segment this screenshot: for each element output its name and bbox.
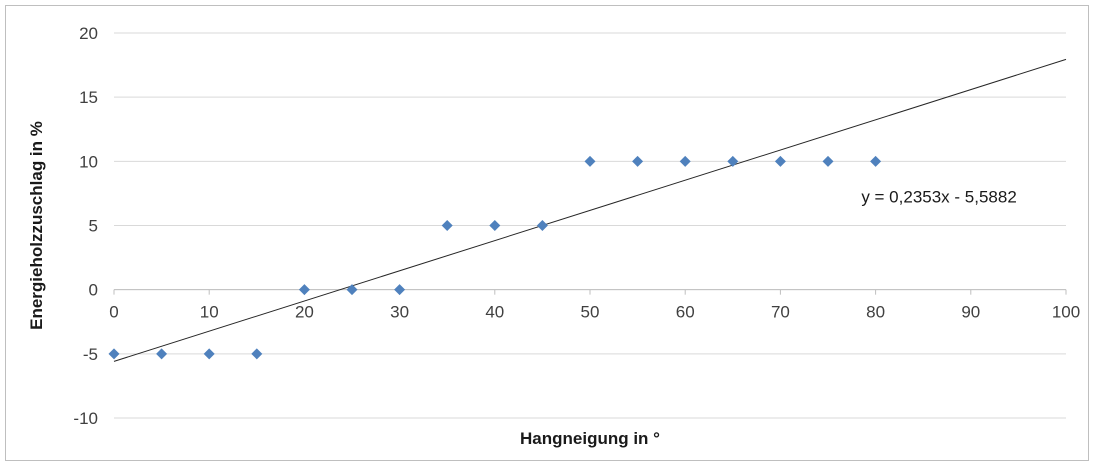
data-point <box>536 220 548 231</box>
trendline-group <box>113 58 1067 362</box>
x-tick-label: 30 <box>390 303 409 322</box>
data-point <box>298 284 310 296</box>
chart-frame: -10 -5 0 5 10 15 20 0 10 20 30 40 50 60 70 80 90 100 y =… <box>5 5 1089 461</box>
x-tick-label: 60 <box>676 303 695 322</box>
y-tick-labels: -10 -5 0 5 10 15 20 <box>73 24 98 428</box>
y-tick-label: 15 <box>79 88 98 107</box>
data-points <box>108 155 882 360</box>
scatter-chart: -10 -5 0 5 10 15 20 0 10 20 30 40 50 60 70 80 90 100 y =… <box>27 24 1080 448</box>
data-point <box>394 284 406 296</box>
x-tick-label: 70 <box>771 303 790 322</box>
gridlines <box>114 32 1066 419</box>
data-point <box>774 155 786 167</box>
y-tick-label: 10 <box>79 152 98 171</box>
data-point <box>679 155 691 167</box>
y-axis-title: Energieholzzuschlag in % <box>27 121 46 330</box>
data-point <box>727 155 739 167</box>
y-tick-label: -5 <box>83 345 98 364</box>
trendline-equation: y = 0,2353x - 5,5882 <box>861 187 1016 206</box>
data-point <box>346 284 358 296</box>
x-tick-label: 80 <box>866 303 885 322</box>
x-axis-line-group <box>113 289 1067 295</box>
x-tick-label: 10 <box>200 303 219 322</box>
data-point <box>203 348 215 360</box>
x-tick-label: 20 <box>295 303 314 322</box>
data-point <box>108 348 120 360</box>
data-point <box>870 155 882 167</box>
x-tick-label: 90 <box>961 303 980 322</box>
data-point <box>251 348 263 360</box>
x-tick-label: 0 <box>109 303 118 322</box>
y-tick-label: 5 <box>89 217 98 236</box>
data-point <box>489 220 501 231</box>
data-point <box>632 155 644 167</box>
x-tick-labels: 0 10 20 30 40 50 60 70 80 90 100 <box>109 303 1080 322</box>
y-tick-label: -10 <box>73 409 98 428</box>
x-tick-label: 100 <box>1052 303 1080 322</box>
x-tick-label: 40 <box>485 303 504 322</box>
data-point <box>441 220 453 231</box>
data-point <box>156 348 168 360</box>
data-point <box>584 155 596 167</box>
trendline <box>113 58 1067 362</box>
x-tick-label: 50 <box>581 303 600 322</box>
data-point <box>822 155 834 167</box>
x-axis-title: Hangneigung in ° <box>520 429 660 448</box>
y-tick-label: 0 <box>89 281 98 300</box>
y-tick-label: 20 <box>79 24 98 43</box>
